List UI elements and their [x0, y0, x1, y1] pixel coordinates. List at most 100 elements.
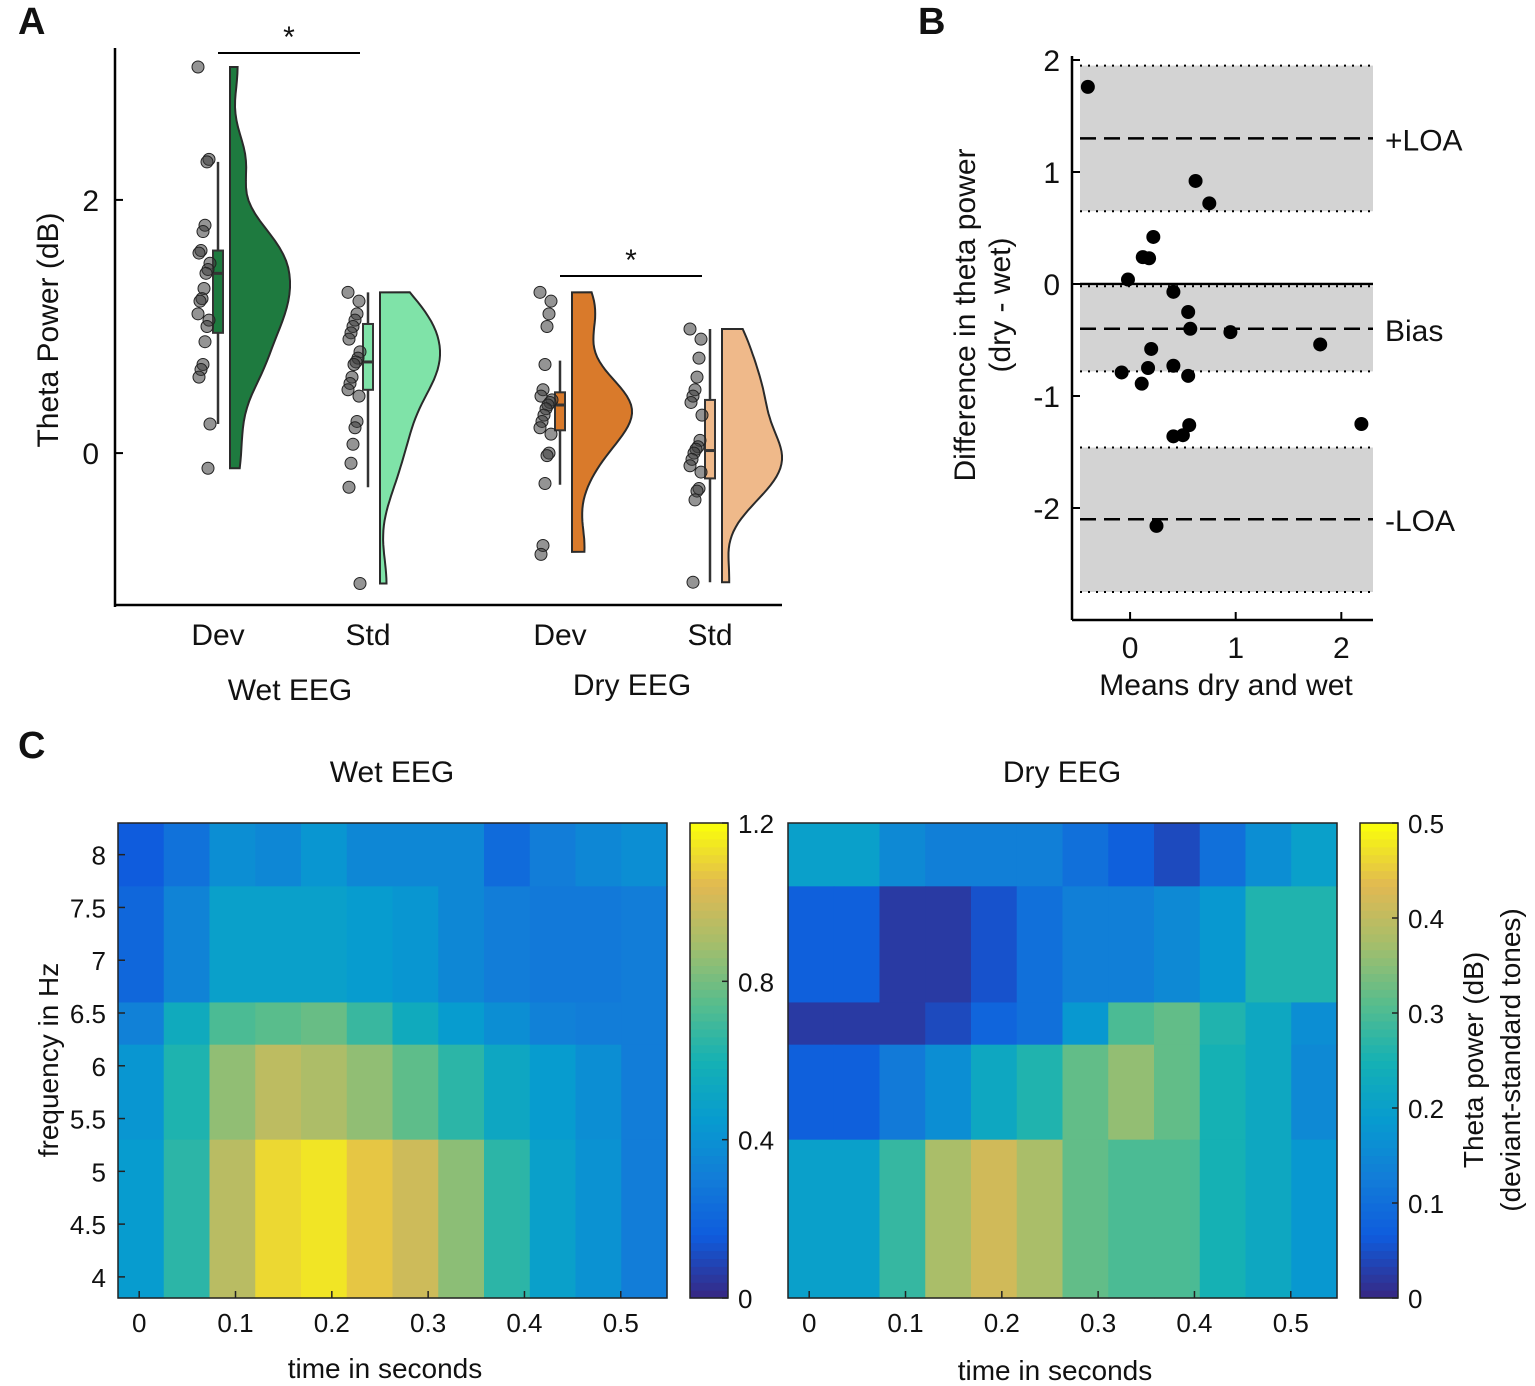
- lower-loa-label: -LOA: [1385, 505, 1455, 538]
- heatmap-cell: [346, 886, 394, 1004]
- heatmap-x-tick-label: 0.4: [506, 1308, 542, 1338]
- heatmap-cell: [1016, 1139, 1064, 1299]
- colorbar-segment: [1360, 1092, 1398, 1101]
- violin-dev-wet: [229, 65, 291, 470]
- heatmap-panel: Wet EEG Dry EEG frequency in Hz time in …: [33, 756, 1526, 1386]
- colorbar-segment: [1360, 1068, 1398, 1077]
- heatmap-cell: [1154, 1002, 1201, 1046]
- heatmap-cell: [788, 823, 835, 887]
- colorbar-segment: [690, 1195, 728, 1204]
- heatmap-cell: [833, 886, 881, 1004]
- colorbar-segment: [690, 846, 728, 856]
- scatter-point: [1202, 196, 1217, 211]
- data-point: [196, 225, 210, 239]
- colorbar-segment: [690, 1226, 728, 1236]
- data-point: [201, 461, 215, 475]
- heatmap-cell: [529, 886, 577, 1004]
- colorbar-segment: [690, 949, 728, 959]
- bland-altman-x-tick-label: 1: [1227, 632, 1244, 665]
- heatmap-cell: [301, 1002, 348, 1046]
- colorbar-segment: [1360, 878, 1398, 887]
- heatmap-cell: [346, 1002, 394, 1046]
- heatmap-cell: [484, 1044, 531, 1141]
- data-point: [542, 307, 556, 321]
- data-point: [353, 576, 367, 590]
- data-point: [198, 335, 212, 349]
- panel-label-c: C: [18, 725, 45, 767]
- colorbar-segment: [1360, 1155, 1398, 1165]
- colorbar-tick-label: 1.2: [738, 809, 774, 839]
- colorbar-segment: [1360, 1013, 1398, 1022]
- scatter-point: [1080, 79, 1095, 94]
- colorbar-segment: [690, 1234, 728, 1244]
- colorbar-segment: [690, 830, 728, 840]
- heatmap-cell: [392, 1044, 439, 1141]
- data-point: [695, 408, 709, 422]
- heatmap-cell: [575, 1002, 622, 1046]
- colorbar-segment: [1360, 949, 1398, 959]
- heatmap-cell: [301, 823, 348, 887]
- data-point: [688, 493, 702, 507]
- condition-label-dev: Dev: [191, 619, 244, 652]
- heatmap-frame: [787, 822, 1338, 1299]
- violin-std-dry: [721, 327, 783, 584]
- dry-group-label: Dry EEG: [573, 669, 691, 702]
- colorbar-segment: [690, 870, 728, 880]
- scatter-point: [1166, 358, 1181, 373]
- heatmap-cell: [971, 823, 1018, 887]
- scatter-point: [1144, 341, 1159, 356]
- heatmap-cell: [621, 1002, 668, 1046]
- condition-label-std: Std: [687, 619, 732, 652]
- heatmap-y-tick-label: 8: [92, 841, 106, 871]
- scatter-point: [1313, 337, 1328, 352]
- data-point: [683, 322, 697, 336]
- colorbar-segment: [1360, 1163, 1398, 1172]
- heatmap-cell: [346, 1044, 394, 1141]
- heatmap-cell: [255, 886, 302, 1004]
- colorbar-segment: [690, 1282, 728, 1291]
- heatmap-cell: [209, 1139, 256, 1299]
- colorbar-segment: [1360, 1266, 1398, 1275]
- bland-altman-y-label: Difference in theta power: [949, 149, 982, 482]
- heatmap-cell: [788, 1139, 835, 1299]
- data-point: [534, 547, 548, 561]
- heatmap-cell: [833, 823, 881, 887]
- colorbar-segment: [690, 925, 728, 935]
- scatter-point: [1223, 325, 1238, 340]
- colorbar-segment: [1360, 1179, 1398, 1188]
- heatmap-frame: [117, 822, 668, 1299]
- data-point: [538, 357, 552, 371]
- colorbar-segment: [690, 902, 728, 911]
- colorbar-segment: [690, 1076, 728, 1085]
- heatmap-cell: [118, 1002, 165, 1046]
- heatmap-cell: [1245, 823, 1292, 887]
- scatter-point: [1181, 368, 1196, 383]
- heatmap-cell: [621, 1139, 668, 1299]
- heatmap-cell: [1108, 1044, 1155, 1141]
- raincloud-y-label: Theta Power (dB): [32, 212, 65, 447]
- heatmap-cell: [1291, 1044, 1338, 1141]
- heatmap-cell: [484, 886, 531, 1004]
- colorbar-segment: [1360, 886, 1398, 895]
- heatmap-cell: [788, 1002, 835, 1046]
- colorbar-segment: [690, 1171, 728, 1180]
- colorbar-segment: [1360, 1258, 1398, 1267]
- heatmap-cell: [925, 1139, 972, 1299]
- colorbar-segment: [690, 1020, 728, 1030]
- heatmap-cell: [1154, 823, 1201, 887]
- scatter-point: [1114, 365, 1129, 380]
- colorbar-segment: [690, 1036, 728, 1046]
- heatmap-cell: [879, 1002, 926, 1046]
- heatmap-cell: [575, 886, 622, 1004]
- bland-altman-y-tick-label: 2: [1043, 45, 1060, 78]
- data-point: [200, 320, 214, 333]
- heatmap-cell: [118, 823, 165, 887]
- colorbar-segment: [690, 1052, 728, 1062]
- data-point: [199, 266, 213, 280]
- scatter-point: [1141, 361, 1156, 375]
- data-point: [191, 307, 205, 321]
- heatmap-cell: [971, 886, 1018, 1004]
- colorbar-segment: [1360, 973, 1398, 982]
- heatmap-cell: [1199, 823, 1247, 887]
- heatmap-cell: [1016, 1044, 1064, 1141]
